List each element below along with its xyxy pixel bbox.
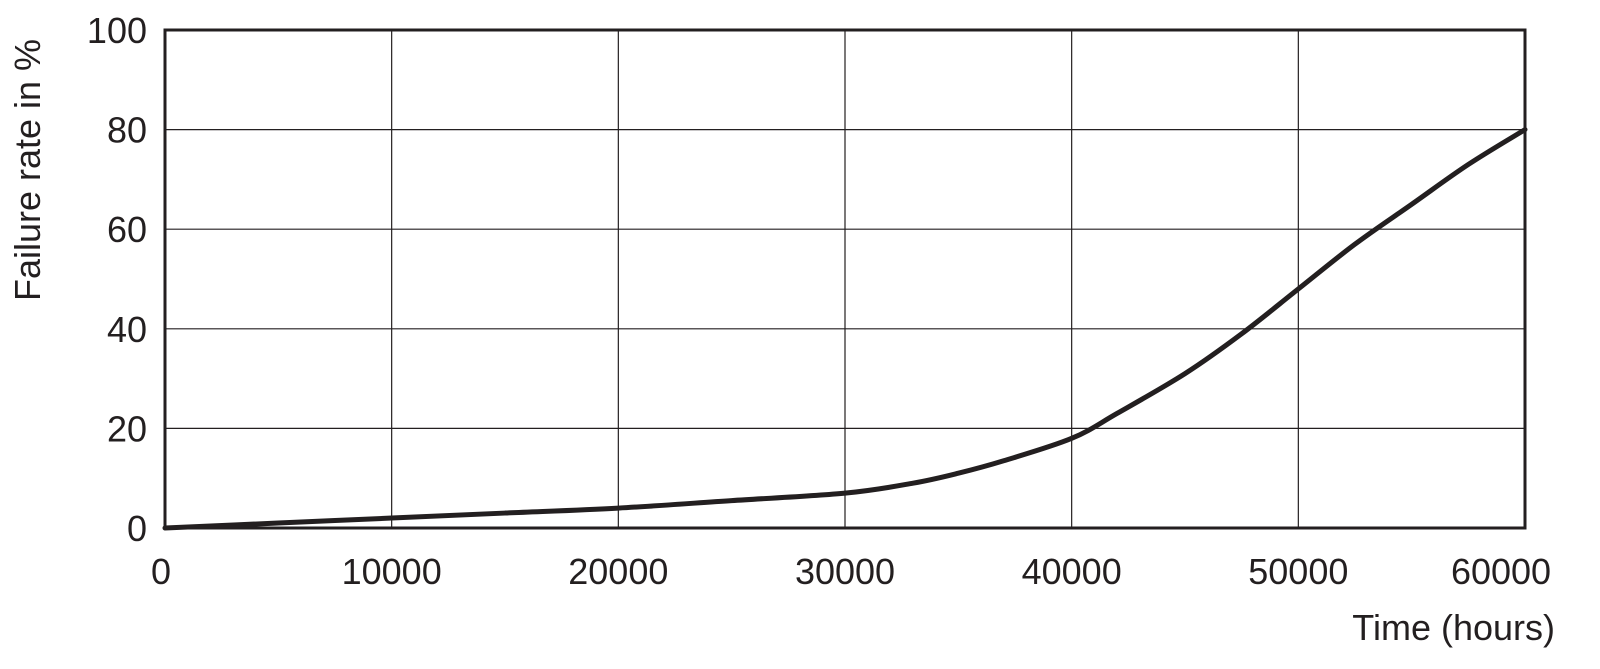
y-tick-label: 100 [87,10,147,51]
x-tick-label: 10000 [342,551,442,592]
grid-lines [165,30,1525,528]
x-tick-labels: 0 10000 20000 30000 40000 50000 60000 [151,551,1551,592]
failure-rate-line [162,127,1528,531]
y-tick-labels: 0 20 40 60 80 100 [87,10,147,549]
x-tick-label: 50000 [1248,551,1348,592]
y-tick-label: 80 [107,110,147,151]
y-tick-label: 60 [107,209,147,250]
x-tick-label: 30000 [795,551,895,592]
x-tick-label: 60000 [1451,551,1551,592]
x-tick-label: 0 [151,551,171,592]
x-axis-label: Time (hours) [1352,607,1555,648]
y-tick-label: 20 [107,408,147,449]
y-tick-label: 0 [127,508,147,549]
x-tick-label: 40000 [1022,551,1122,592]
y-tick-label: 40 [107,309,147,350]
x-tick-label: 20000 [568,551,668,592]
series-layer [162,127,1528,531]
plot-frame [163,28,1527,530]
y-axis-label: Failure rate in % [7,39,48,301]
